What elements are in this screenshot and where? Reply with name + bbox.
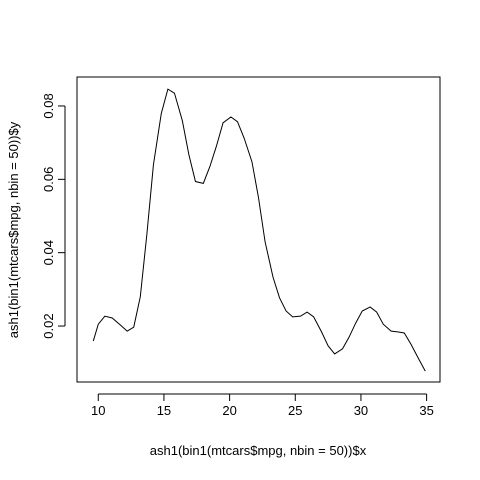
x-tick-label: 30 (354, 403, 368, 418)
x-tick-label: 15 (157, 403, 171, 418)
y-tick-label: 0.08 (41, 93, 56, 118)
y-axis-label: ash1(bin1(mtcars$mpg, nbin = 50))$y (6, 121, 21, 338)
y-tick-label: 0.02 (41, 313, 56, 338)
y-tick-label: 0.04 (41, 240, 56, 265)
y-tick-label: 0.06 (41, 167, 56, 192)
x-tick-label: 35 (419, 403, 433, 418)
line (92, 88, 426, 372)
plot-box (76, 76, 441, 383)
x-tick-label: 20 (222, 403, 236, 418)
x-tick-label: 10 (91, 403, 105, 418)
x-tick-label: 25 (288, 403, 302, 418)
x-axis-label: ash1(bin1(mtcars$mpg, nbin = 50))$x (150, 443, 367, 458)
